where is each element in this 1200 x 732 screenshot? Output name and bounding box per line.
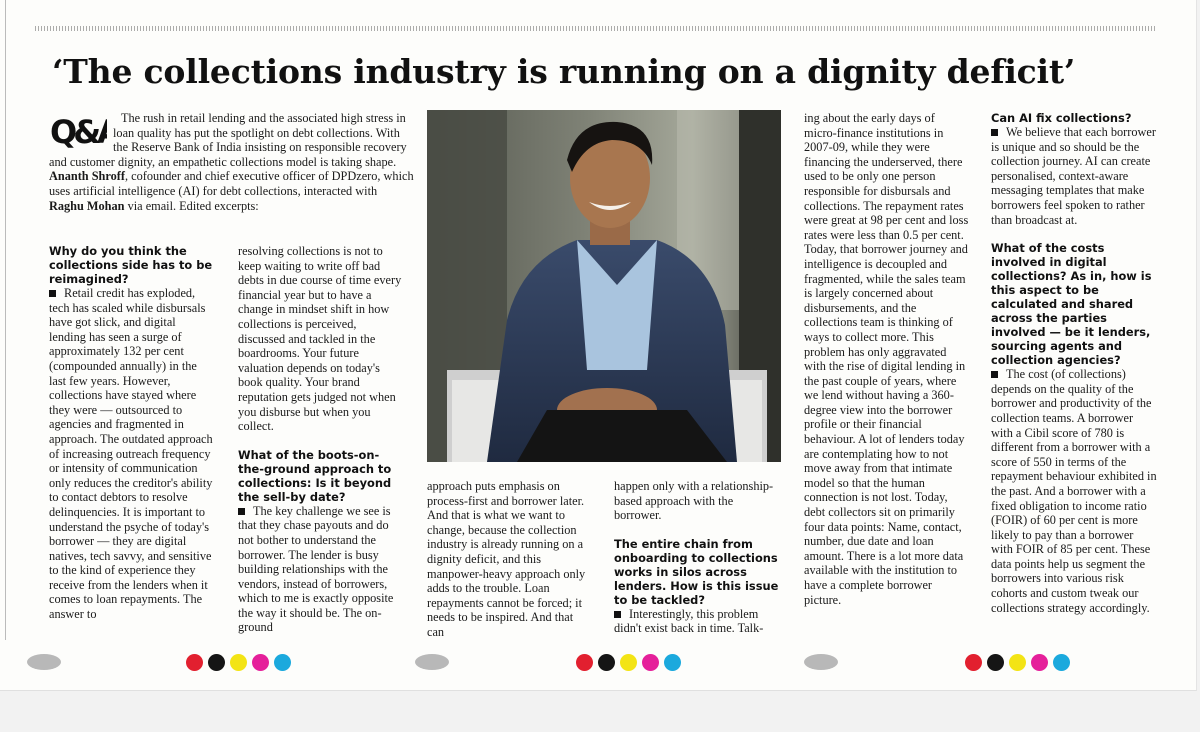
cyan-ink-dot (1053, 654, 1070, 671)
registration-mark-3 (804, 654, 838, 670)
black-ink-dot (208, 654, 225, 671)
intro-text-3: via email. Edited excerpts: (127, 198, 259, 213)
answer-3-continued: ing about the early days of micro-financ… (804, 111, 969, 607)
registration-mark-1 (27, 654, 61, 670)
red-ink-dot (186, 654, 203, 671)
intro-text-2: , cofounder and chief executive officer … (49, 169, 414, 198)
answer-2: The key challenge we see is that they ch… (238, 503, 394, 635)
color-bar-1 (186, 654, 296, 672)
answer-4: We believe that each borrower is unique … (991, 125, 1156, 227)
magenta-ink-dot (1031, 654, 1048, 671)
answer-5: The cost (of collections) depends on the… (991, 367, 1157, 615)
question-5: What of the costs involved in digital co… (991, 241, 1152, 368)
column-3: approach puts emphasis on process-first … (427, 479, 593, 640)
registration-mark-2 (415, 654, 449, 670)
magenta-ink-dot (642, 654, 659, 671)
bullet-square-icon (991, 371, 998, 379)
interviewee-name: Ananth Shroff (49, 169, 125, 184)
answer-3: Interestingly, this problem didn't exist… (614, 606, 764, 636)
color-bar-3 (965, 654, 1075, 672)
red-ink-dot (576, 654, 593, 671)
top-rule (35, 26, 1157, 31)
bullet-square-icon (614, 610, 621, 618)
black-ink-dot (987, 654, 1004, 671)
column-2: resolving collections is not to keep wai… (238, 244, 405, 635)
portrait-illustration (427, 110, 781, 462)
column-5: ing about the early days of micro-financ… (804, 111, 970, 607)
left-rule (5, 0, 6, 640)
magenta-ink-dot (252, 654, 269, 671)
newspaper-page: ‘The collections industry is running on … (0, 0, 1197, 691)
question-2: What of the boots-on-the-ground approach… (238, 447, 392, 504)
cyan-ink-dot (664, 654, 681, 671)
intro-text: The rush in retail lending and the assoc… (49, 111, 407, 169)
qa-logo: Q&A (50, 113, 126, 151)
question-1: Why do you think the collections side ha… (49, 244, 213, 286)
question-3: The entire chain from onboarding to coll… (614, 536, 779, 607)
bullet-square-icon (238, 507, 245, 515)
interviewer-name: Raghu Mohan (49, 198, 125, 213)
svg-text:Q&A: Q&A (50, 113, 107, 151)
headline: ‘The collections industry is running on … (52, 52, 1076, 91)
black-ink-dot (598, 654, 615, 671)
color-bar-2 (576, 654, 686, 672)
answer-1: Retail credit has exploded, tech has sca… (49, 286, 213, 622)
red-ink-dot (965, 654, 982, 671)
portrait-photo (427, 110, 781, 462)
column-1: Why do you think the collections side ha… (49, 244, 214, 622)
intro-block: Q&A The rush in retail lending and the a… (49, 111, 415, 213)
column-4: happen only with a relationship-based ap… (614, 479, 781, 636)
bullet-square-icon (991, 129, 998, 137)
yellow-ink-dot (230, 654, 247, 671)
answer-2-end: happen only with a relationship-based ap… (614, 479, 774, 523)
yellow-ink-dot (620, 654, 637, 671)
answer-1-continued: resolving collections is not to keep wai… (238, 244, 402, 434)
question-4: Can AI fix collections? (991, 111, 1132, 125)
answer-2-continued: approach puts emphasis on process-first … (427, 479, 586, 639)
column-6: Can AI fix collections? We believe that … (991, 111, 1157, 615)
yellow-ink-dot (1009, 654, 1026, 671)
cyan-ink-dot (274, 654, 291, 671)
bullet-square-icon (49, 290, 56, 298)
qa-badge-icon: Q&A (49, 111, 126, 151)
